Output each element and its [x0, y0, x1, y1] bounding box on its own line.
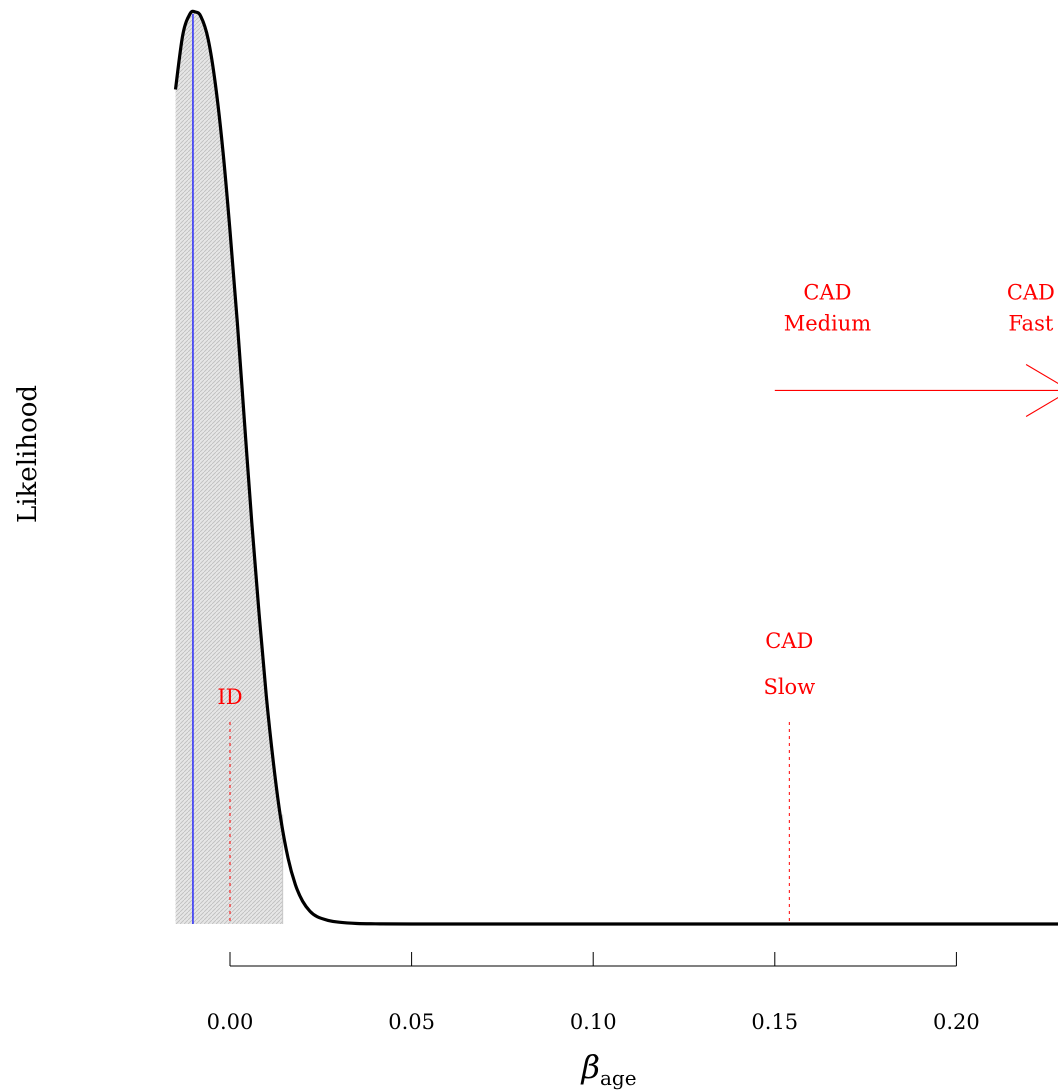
reference-label-id: ID [217, 685, 242, 709]
x-tick-label: 0.15 [751, 1010, 798, 1034]
arrow-label-0-line-1: Medium [784, 311, 872, 335]
x-axis-title: βage [580, 1048, 636, 1090]
arrow-label-1-line-1: Fast [1008, 311, 1053, 335]
arrow-label-0-line-0: CAD [803, 280, 851, 304]
y-axis-title: Likelihood [13, 385, 43, 523]
x-tick-label: 0.00 [207, 1010, 254, 1034]
reference-label-cad-slow-0: CAD [765, 629, 813, 653]
arrow-head [1025, 364, 1058, 417]
arrow-label-1-line-0: CAD [1007, 280, 1055, 304]
likelihood-curve [173, 9, 1058, 926]
reference-label-cad-slow-1: Slow [763, 675, 815, 699]
x-tick-label: 0.10 [570, 1010, 617, 1034]
x-tick-label: 0.05 [388, 1010, 435, 1034]
confidence-shaded-region [175, 11, 283, 924]
x-tick-label: 0.20 [933, 1010, 980, 1034]
